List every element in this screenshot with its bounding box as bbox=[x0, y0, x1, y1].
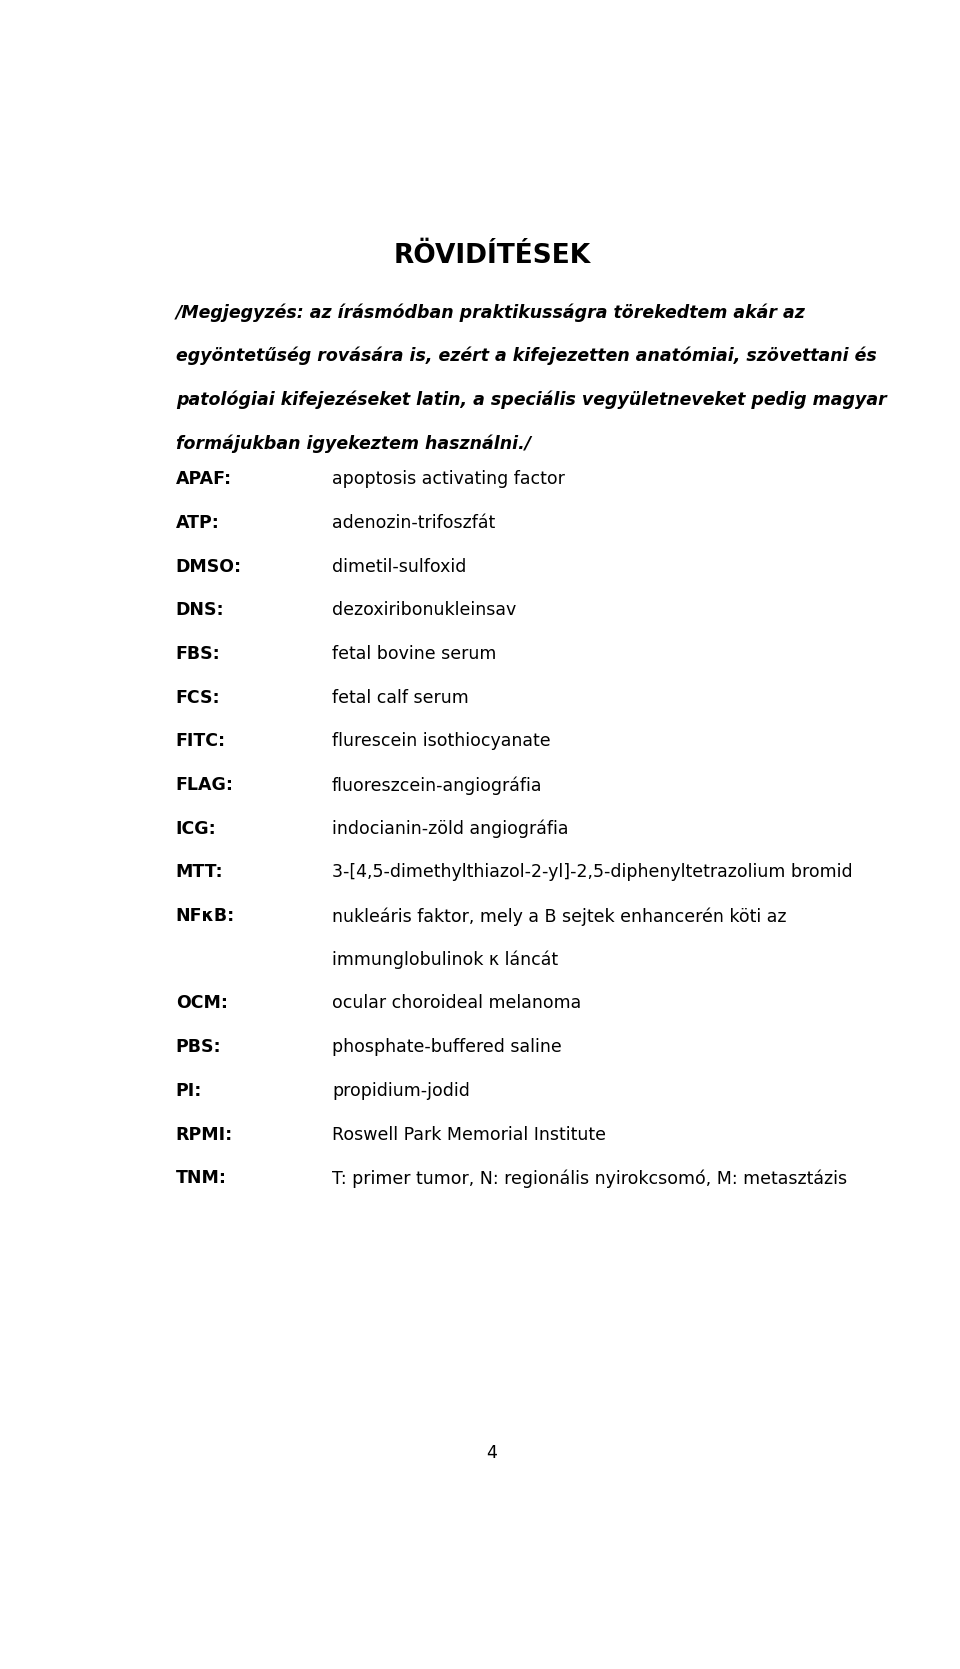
Text: ATP:: ATP: bbox=[176, 514, 220, 532]
Text: APAF:: APAF: bbox=[176, 471, 232, 487]
Text: fluoreszcein-angiográfia: fluoreszcein-angiográfia bbox=[332, 776, 542, 794]
Text: patológiai kifejezéseket latin, a speciális vegyületneveket pedig magyar: patológiai kifejezéseket latin, a speciá… bbox=[176, 391, 886, 409]
Text: DNS:: DNS: bbox=[176, 601, 225, 619]
Text: immunglobulinok κ láncát: immunglobulinok κ láncát bbox=[332, 951, 558, 970]
Text: TNM:: TNM: bbox=[176, 1170, 227, 1187]
Text: ocular choroideal melanoma: ocular choroideal melanoma bbox=[332, 995, 582, 1013]
Text: formájukban igyekeztem használni./: formájukban igyekeztem használni./ bbox=[176, 434, 531, 452]
Text: FCS:: FCS: bbox=[176, 689, 221, 706]
Text: PI:: PI: bbox=[176, 1082, 203, 1100]
Text: adenozin-trifoszfát: adenozin-trifoszfát bbox=[332, 514, 495, 532]
Text: fetal calf serum: fetal calf serum bbox=[332, 689, 468, 706]
Text: /Megjegyzés: az írásmódban praktikusságra törekedtem akár az: /Megjegyzés: az írásmódban praktikusságr… bbox=[176, 304, 805, 322]
Text: FLAG:: FLAG: bbox=[176, 776, 234, 794]
Text: RPMI:: RPMI: bbox=[176, 1125, 233, 1143]
Text: ICG:: ICG: bbox=[176, 819, 217, 838]
Text: nukleáris faktor, mely a B sejtek enhancerén köti az: nukleáris faktor, mely a B sejtek enhanc… bbox=[332, 908, 786, 926]
Text: T: primer tumor, N: regionális nyirokcsomó, M: metasztázis: T: primer tumor, N: regionális nyirokcso… bbox=[332, 1170, 847, 1188]
Text: apoptosis activating factor: apoptosis activating factor bbox=[332, 471, 564, 487]
Text: Roswell Park Memorial Institute: Roswell Park Memorial Institute bbox=[332, 1125, 606, 1143]
Text: DMSO:: DMSO: bbox=[176, 557, 242, 576]
Text: OCM:: OCM: bbox=[176, 995, 228, 1013]
Text: RÖVIDÍTÉSEK: RÖVIDÍTÉSEK bbox=[394, 242, 590, 269]
Text: dimetil-sulfoxid: dimetil-sulfoxid bbox=[332, 557, 467, 576]
Text: 4: 4 bbox=[487, 1444, 497, 1462]
Text: egyöntetűség rovására is, ezért a kifejezetten anatómiai, szövettani és: egyöntetűség rovására is, ezért a kifeje… bbox=[176, 347, 876, 366]
Text: flurescein isothiocyanate: flurescein isothiocyanate bbox=[332, 733, 551, 751]
Text: 3-[4,5-dimethylthiazol-2-yl]-2,5-diphenyltetrazolium bromid: 3-[4,5-dimethylthiazol-2-yl]-2,5-dipheny… bbox=[332, 863, 852, 881]
Text: FBS:: FBS: bbox=[176, 644, 221, 663]
Text: PBS:: PBS: bbox=[176, 1038, 222, 1056]
Text: indocianin-zöld angiográfia: indocianin-zöld angiográfia bbox=[332, 819, 568, 838]
Text: phosphate-buffered saline: phosphate-buffered saline bbox=[332, 1038, 562, 1056]
Text: propidium-jodid: propidium-jodid bbox=[332, 1082, 469, 1100]
Text: MTT:: MTT: bbox=[176, 863, 224, 881]
Text: FITC:: FITC: bbox=[176, 733, 226, 751]
Text: NFκB:: NFκB: bbox=[176, 908, 235, 925]
Text: fetal bovine serum: fetal bovine serum bbox=[332, 644, 496, 663]
Text: dezoxiribonukleinsav: dezoxiribonukleinsav bbox=[332, 601, 516, 619]
